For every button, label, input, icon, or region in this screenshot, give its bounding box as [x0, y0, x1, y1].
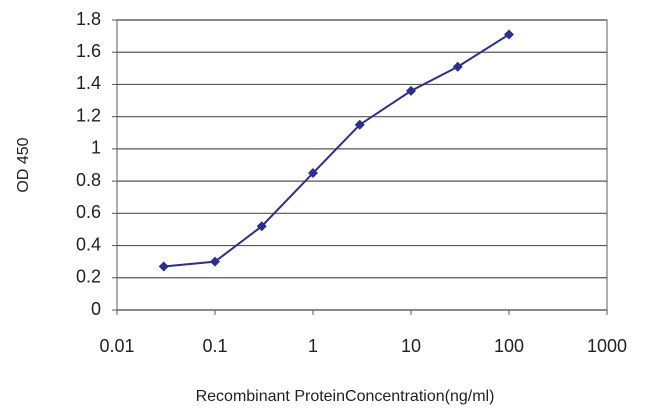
y-tick-label: 1.2	[76, 105, 101, 125]
x-tick-label: 1	[308, 336, 318, 356]
y-tick-label: 0.2	[76, 267, 101, 287]
data-point	[158, 261, 169, 272]
y-tick-label: 1.4	[76, 73, 101, 93]
y-tick-label: 0.8	[76, 170, 101, 190]
x-tick-label: 1000	[587, 336, 627, 356]
data-line	[163, 33, 510, 268]
data-point	[354, 119, 365, 130]
y-tick-label: 0.4	[76, 234, 101, 254]
data-point	[504, 29, 514, 40]
y-axis-label: OD 450	[15, 137, 32, 192]
x-axis-label: Recombinant ProteinConcentration(ng/ml)	[196, 388, 495, 405]
x-tick-label: 100	[494, 336, 524, 356]
y-tick-label: 0	[91, 299, 101, 319]
data-point	[406, 85, 416, 96]
data-point	[452, 61, 463, 72]
data-point	[308, 168, 318, 179]
y-tick-label: 1.8	[76, 9, 101, 29]
y-tick-label: 1.6	[76, 41, 101, 61]
y-tick-label: 1	[91, 138, 101, 158]
x-tick-label: 0.01	[99, 336, 134, 356]
x-tick-label: 0.1	[202, 336, 227, 356]
y-tick-label: 0.6	[76, 202, 101, 222]
data-point	[256, 221, 267, 232]
plot-area	[116, 19, 608, 311]
data-point	[210, 256, 220, 267]
x-tick-label: 10	[401, 336, 421, 356]
